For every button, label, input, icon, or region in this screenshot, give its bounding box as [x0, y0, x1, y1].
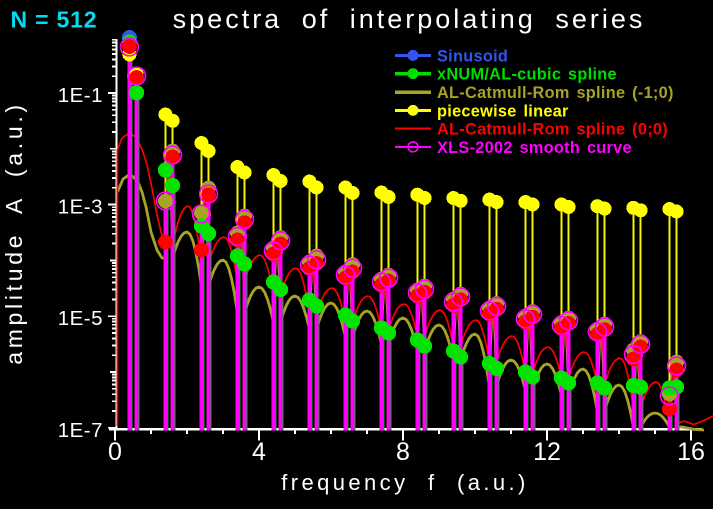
svg-text:XLS-2002 smooth curve: XLS-2002 smooth curve: [437, 139, 632, 157]
svg-text:16: 16: [677, 438, 705, 466]
svg-text:4: 4: [252, 438, 266, 466]
svg-text:12: 12: [533, 438, 561, 466]
svg-text:xNUM/AL-cubic spline: xNUM/AL-cubic spline: [437, 66, 617, 84]
svg-text:spectra of interpolating serie: spectra of interpolating series: [173, 4, 646, 34]
svg-text:AL-Catmull-Rom spline (-1;0): AL-Catmull-Rom spline (-1;0): [437, 84, 674, 102]
svg-text:amplitude A (a.u.): amplitude A (a.u.): [1, 101, 27, 365]
svg-text:1E-3: 1E-3: [58, 196, 103, 219]
svg-text:AL-Catmull-Rom spline (0;0): AL-Catmull-Rom spline (0;0): [437, 121, 668, 139]
svg-text:Sinusoid: Sinusoid: [437, 47, 508, 65]
svg-text:1E-7: 1E-7: [58, 419, 103, 442]
svg-text:piecewise linear: piecewise linear: [437, 102, 569, 120]
svg-text:1E-1: 1E-1: [58, 84, 103, 107]
svg-text:N = 512: N = 512: [11, 6, 98, 32]
svg-text:8: 8: [396, 438, 410, 466]
svg-text:frequency f (a.u.): frequency f (a.u.): [281, 470, 529, 495]
svg-text:0: 0: [108, 438, 122, 466]
svg-text:1E-5: 1E-5: [58, 307, 103, 330]
